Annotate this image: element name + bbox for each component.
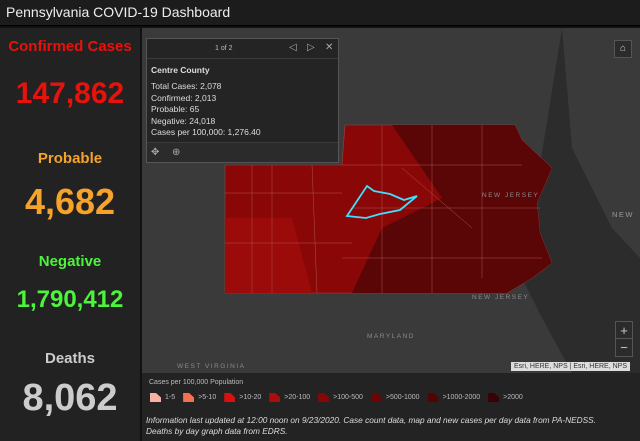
legend-item: >100-500 [318, 393, 363, 402]
legend-label: 1-5 [165, 394, 176, 401]
confirmed-stat: Confirmed Cases 147,862 [0, 38, 140, 111]
county-borders [225, 125, 542, 294]
probable-value: 4,682 [24, 181, 116, 222]
negative-value: 1,790,412 [16, 286, 124, 313]
popup-row: Negative: 24,018 [151, 115, 216, 126]
legend-item: >5-10 [183, 393, 216, 402]
legend-swatch [183, 393, 195, 402]
info-line-1: Information last updated at 12:00 noon o… [146, 415, 597, 425]
next-icon[interactable]: ▷ [307, 42, 315, 53]
negative-label: Negative [38, 253, 102, 270]
legend-label: >20-100 [284, 394, 311, 401]
legend-swatch [224, 393, 236, 402]
confirmed-value: 147,862 [15, 77, 125, 110]
legend-item: >1000-2000 [427, 393, 481, 402]
map-label-new-york: NEW [612, 210, 634, 219]
previous-icon[interactable]: ◁ [289, 42, 297, 53]
legend-swatch [427, 393, 439, 402]
map-view[interactable]: NEW JERSEY NEW JERSEY MARYLAND WEST VIRG… [142, 28, 640, 373]
centre-county-highlight[interactable] [345, 184, 418, 219]
probable-label: Probable [37, 150, 103, 167]
legend-item: >500-1000 [370, 393, 420, 402]
legend-swatch [269, 393, 281, 402]
info-line-2: Deaths by day graph data from EDRS. [146, 426, 288, 436]
probable-stat: Probable 4,682 [0, 150, 140, 223]
attribution[interactable]: Esri, HERE, NPS | Esri, HERE, NPS [510, 362, 630, 371]
popup-title: Centre County [151, 65, 210, 75]
southwest-counties [225, 218, 312, 293]
legend-label: >100-500 [333, 394, 363, 401]
popup-row: Total Cases: 2,078 [151, 81, 222, 91]
legend-label: >10-20 [239, 394, 262, 401]
zoom-out-button[interactable]: − [620, 340, 628, 355]
popup-row: Confirmed: 2,013 [151, 92, 217, 103]
home-icon: ⌂ [619, 43, 627, 54]
legend-item: >2000 [488, 393, 523, 402]
legend-swatch [370, 393, 382, 402]
popup-pager: 1 of 2 [215, 45, 233, 52]
legend-swatch [488, 393, 500, 402]
map-label-new-jersey: NEW JERSEY [482, 192, 540, 199]
close-icon[interactable]: ✕ [325, 42, 334, 53]
legend-swatch [150, 393, 161, 402]
confirmed-label: Confirmed Cases [8, 38, 132, 55]
deaths-stat: Deaths 8,062 [0, 350, 140, 420]
east-counties [352, 125, 552, 293]
deaths-label: Deaths [44, 350, 96, 367]
legend-label: >500-1000 [385, 394, 420, 401]
map-label-west-virginia: WEST VIRGINIA [177, 363, 246, 370]
zoom-control: + − [615, 321, 633, 357]
legend-item: >20-100 [269, 393, 310, 402]
legend-item: 1-5 [150, 393, 175, 402]
popup-footer: ✥ ⊕ [147, 142, 338, 162]
zoom-in-button[interactable]: + [616, 322, 632, 339]
popup-header: 1 of 2 ◁ ▷ ✕ [147, 39, 338, 59]
legend-item: >10-20 [224, 393, 261, 402]
home-button[interactable]: ⌂ [614, 40, 632, 58]
legend-label: >5-10 [198, 394, 217, 401]
header: Pennsylvania COVID-19 Dashboard [0, 0, 640, 26]
legend-label: >1000-2000 [442, 394, 481, 401]
info-text: Information last updated at 12:00 noon o… [146, 415, 596, 437]
pan-icon[interactable]: ✥ [151, 147, 160, 158]
legend-swatch [318, 393, 330, 402]
legend: 1-5 >5-10 >10-20 >20-100 >100-500 >500-1000 >1… [150, 393, 523, 402]
app-title: Pennsylvania COVID-19 Dashboard [6, 4, 231, 20]
popup: 1 of 2 ◁ ▷ ✕ Centre County Total Cases: … [146, 38, 339, 163]
negative-stat: Negative 1,790,412 [0, 253, 140, 314]
map-canvas [224, 28, 640, 373]
zoom-to-icon[interactable]: ⊕ [172, 147, 181, 158]
stats-panel: Confirmed Cases 147,862 Probable 4,682 N… [0, 28, 140, 441]
legend-panel: Cases per 100,000 Population 1-5 >5-10 >10… [142, 373, 640, 441]
deaths-value: 8,062 [22, 377, 118, 419]
legend-title: Cases per 100,000 Population [149, 379, 244, 386]
popup-row: Cases per 100,000: 1,276.40 [151, 127, 261, 137]
legend-label: >2000 [503, 394, 523, 401]
popup-row: Probable: 65 [151, 104, 200, 114]
map-label-maryland: MARYLAND [367, 333, 416, 340]
ocean-area [522, 28, 640, 373]
map-label-new-jersey-south: NEW JERSEY [472, 294, 530, 301]
